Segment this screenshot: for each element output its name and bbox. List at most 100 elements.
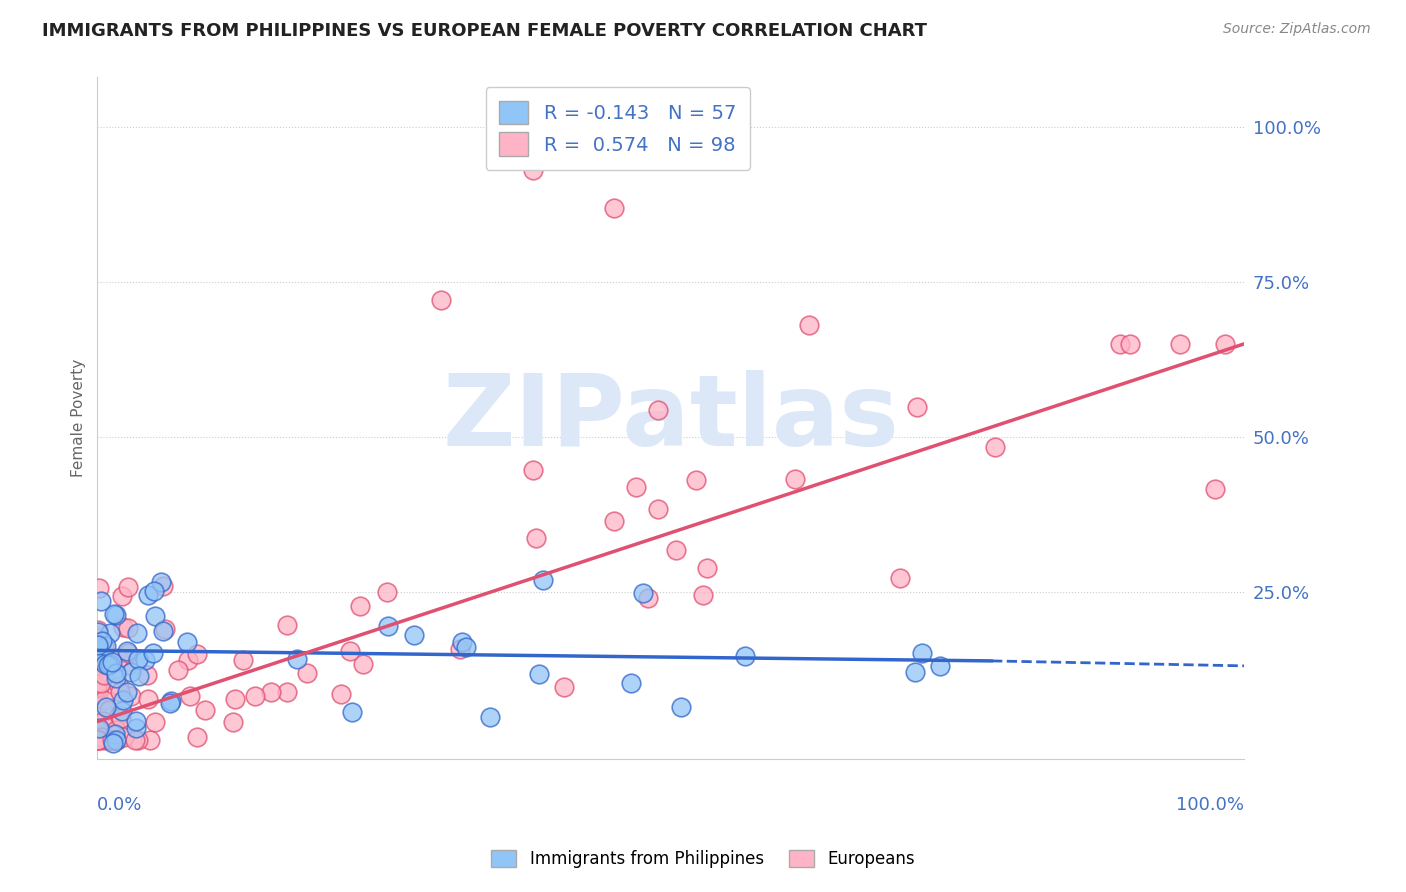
Point [377,618,399,632]
Point [127,733,149,747]
Point [117,646,139,660]
Point [349,599,371,614]
Point [86,733,108,747]
Point [734,648,756,663]
Point [103,607,125,621]
Point [889,571,911,585]
Point [120,665,142,680]
Point [527,667,550,681]
Point [87,638,110,652]
Point [1213,336,1236,351]
Point [86,733,108,747]
Point [669,700,692,714]
Point [152,624,174,638]
Point [139,733,162,747]
Point [105,733,128,747]
Point [125,625,148,640]
Point [402,628,425,642]
Point [117,580,139,594]
Point [522,463,544,477]
Point [647,501,669,516]
Point [167,664,190,678]
Point [245,690,267,704]
Point [103,733,125,747]
Point [105,607,128,622]
Point [904,665,927,679]
Point [86,631,108,645]
Point [134,653,156,667]
Point [87,722,110,736]
Point [87,631,110,645]
Point [160,694,183,708]
Point [179,689,201,703]
Point [352,657,374,671]
Point [93,714,115,729]
Point [222,714,245,729]
Point [90,634,112,648]
Point [97,733,120,747]
Point [93,714,115,729]
Point [911,646,934,660]
Point [100,733,122,747]
Point [142,646,165,660]
Point [375,584,398,599]
Point [108,685,131,699]
Point [456,640,478,655]
Point [110,590,132,604]
Point [524,531,547,545]
Point [94,657,117,671]
Point [624,480,647,494]
Point [111,619,134,633]
Point [186,647,208,661]
Point [339,644,361,658]
Point [125,714,148,729]
Point [89,681,111,695]
Point [1204,482,1226,496]
Text: IMMIGRANTS FROM PHILIPPINES VS EUROPEAN FEMALE POVERTY CORRELATION CHART: IMMIGRANTS FROM PHILIPPINES VS EUROPEAN … [42,22,927,40]
Point [117,621,139,635]
Point [117,685,139,699]
Point [155,622,177,636]
Point [276,618,298,632]
Point [553,680,575,694]
Point [637,591,659,605]
Point [93,733,115,747]
Point [905,400,928,414]
Point [104,723,127,737]
Point [1108,336,1130,351]
Point [479,710,502,724]
Point [90,728,112,742]
Point [105,733,128,747]
Point [631,585,654,599]
Point [665,543,688,558]
Point [602,201,624,215]
Point [94,640,117,654]
Point [93,668,115,682]
Point [90,660,112,674]
Point [176,635,198,649]
Point [120,689,142,703]
Text: 100.0%: 100.0% [1177,797,1244,814]
Point [110,710,132,724]
Point [124,721,146,735]
Text: 0.0%: 0.0% [97,797,143,814]
Point [90,676,112,690]
Point [984,440,1007,454]
Point [93,639,115,653]
Point [87,733,110,747]
Point [98,626,121,640]
Point [692,588,714,602]
Point [101,733,124,747]
Point [111,693,134,707]
Point [186,730,208,744]
Point [138,588,160,602]
Point [152,578,174,592]
Point [86,687,108,701]
Point [98,703,121,717]
Point [105,733,128,747]
Point [115,644,138,658]
Point [90,731,112,745]
Point [276,684,298,698]
Point [1168,336,1191,351]
Point [143,715,166,730]
